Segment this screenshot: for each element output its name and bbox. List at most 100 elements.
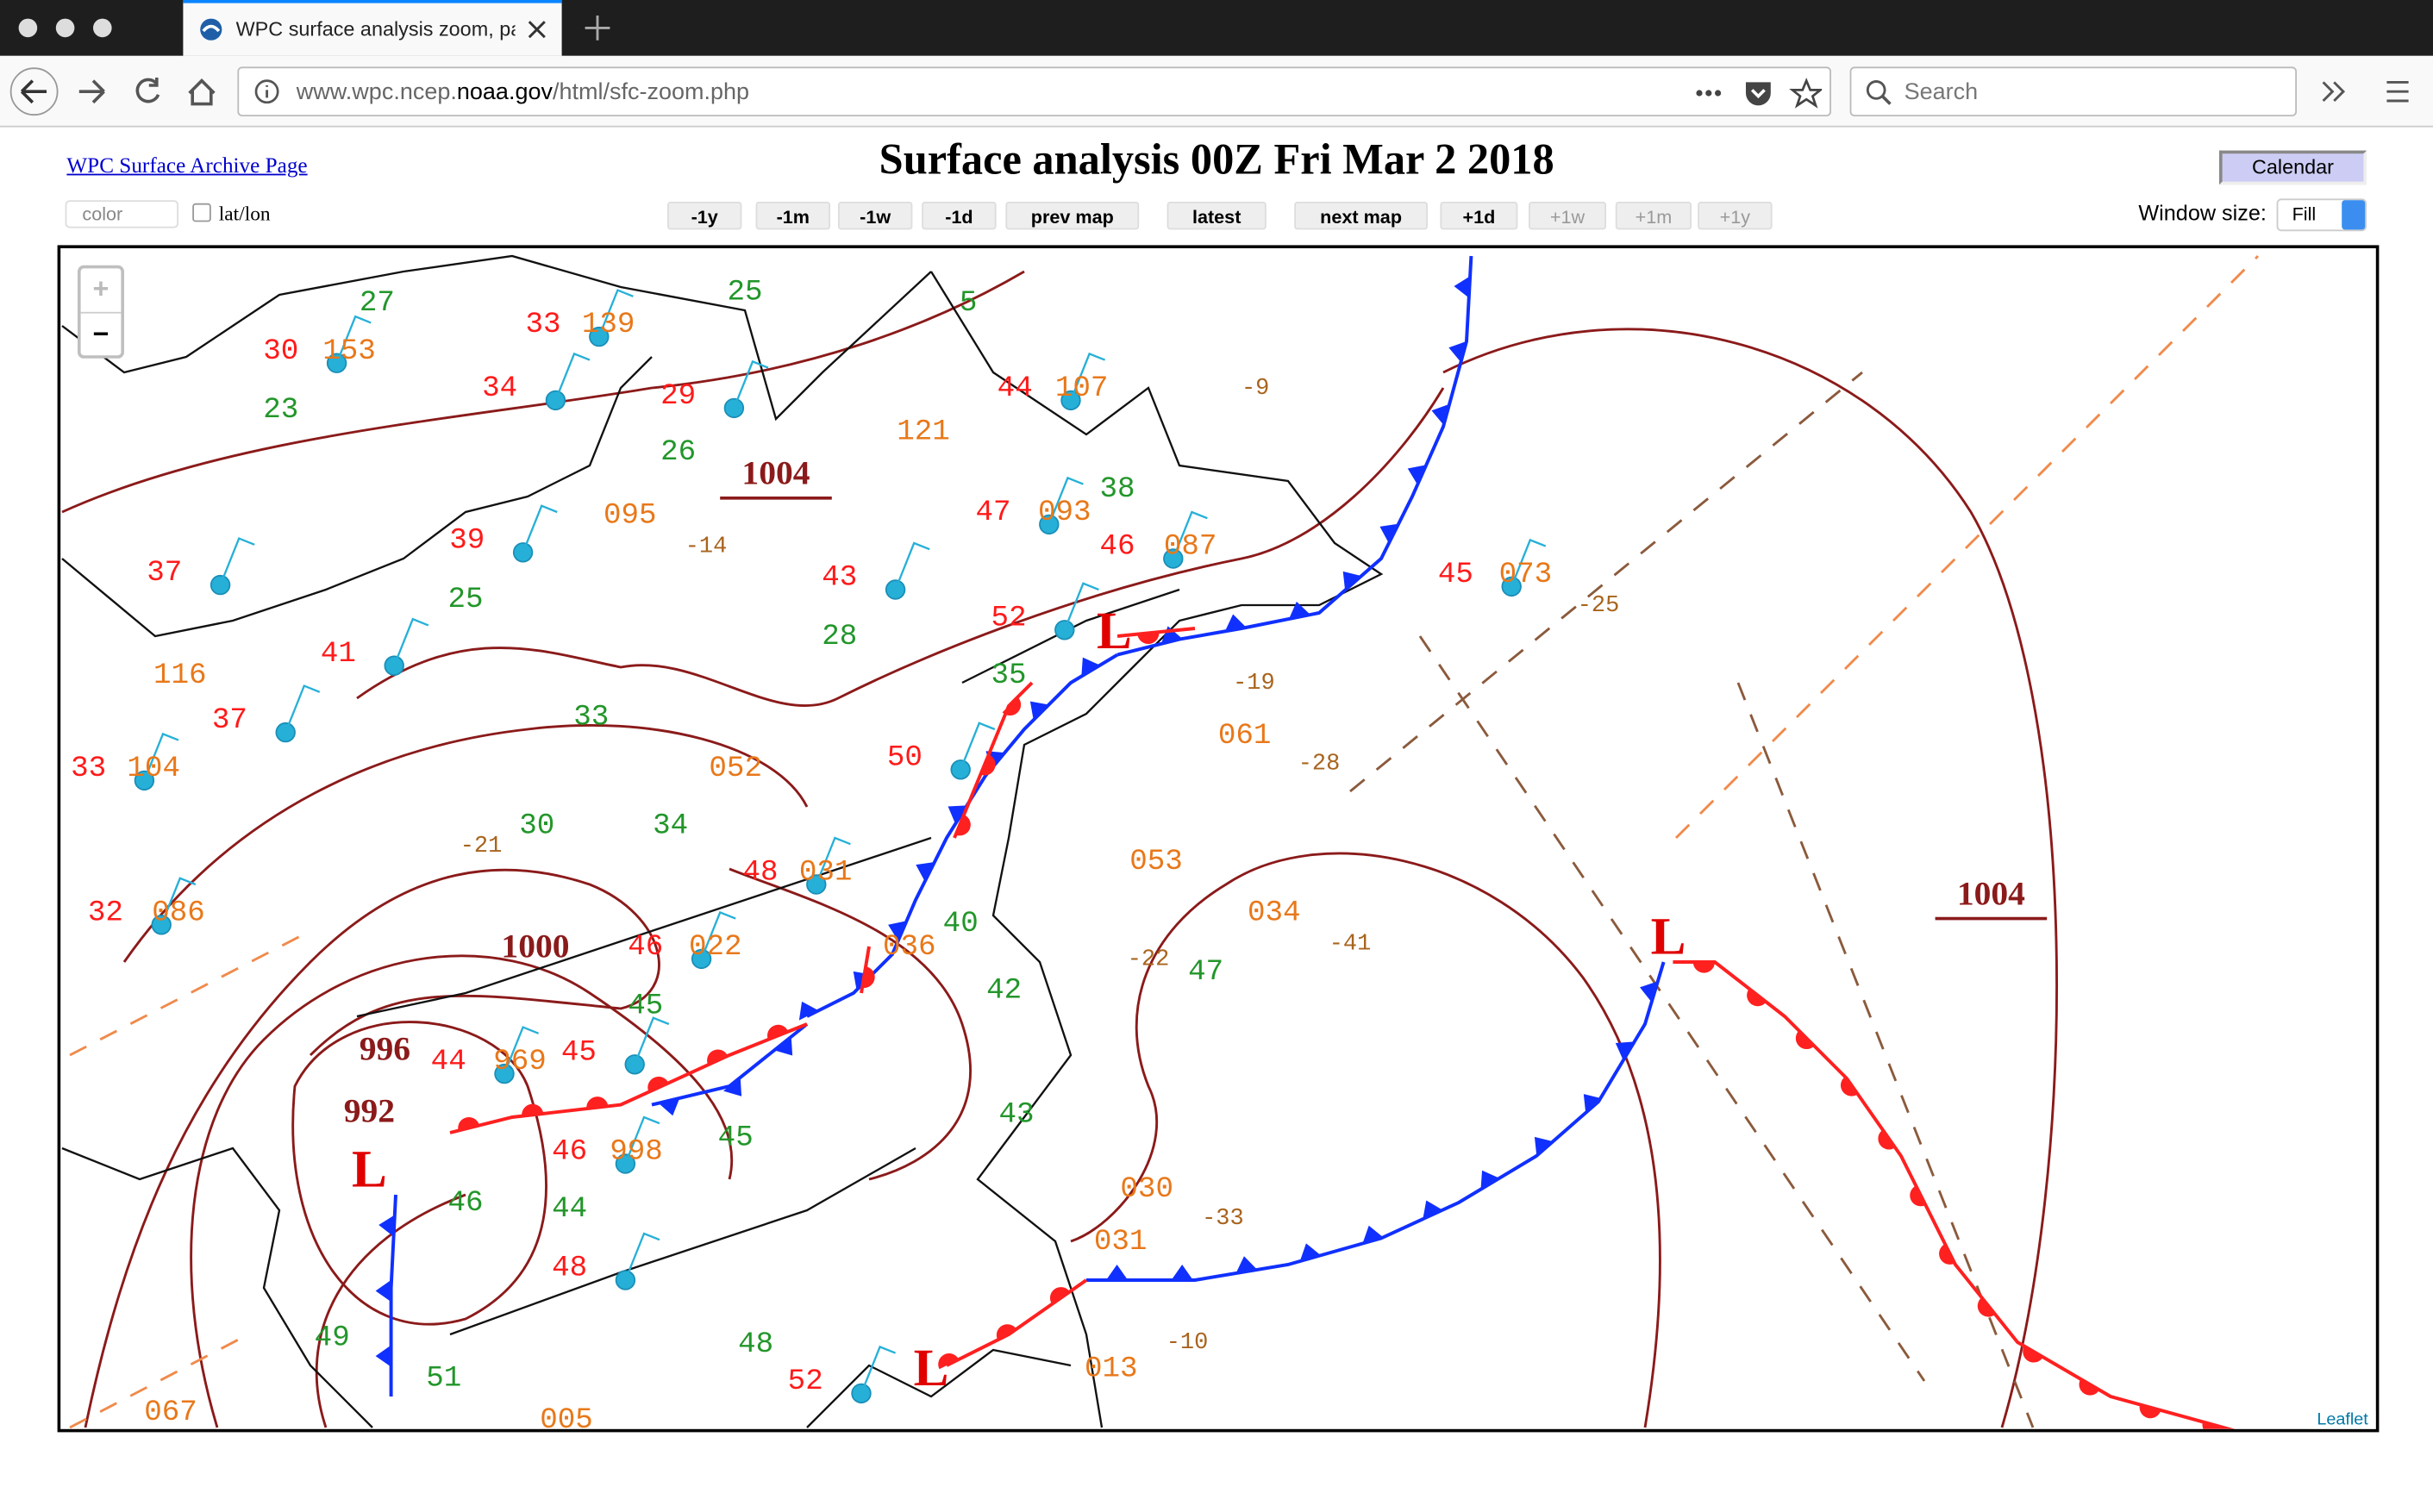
pressure: 969 xyxy=(493,1046,547,1078)
front-symbol xyxy=(1049,1287,1070,1304)
nav-button[interactable]: -1d xyxy=(922,202,997,230)
front-symbol xyxy=(1235,1256,1258,1274)
front-symbol xyxy=(1480,1170,1500,1190)
site-info[interactable] xyxy=(254,79,279,104)
close-window[interactable] xyxy=(18,18,38,38)
calendar-button[interactable]: Calendar xyxy=(2219,150,2367,185)
label-backdrop xyxy=(1938,877,2044,917)
wind-barb xyxy=(624,1232,660,1281)
nav-button[interactable]: -1m xyxy=(755,202,830,230)
back-button[interactable] xyxy=(9,67,59,116)
pressure: 061 xyxy=(1218,720,1272,753)
attribution[interactable]: Leaflet xyxy=(2309,1410,2376,1429)
home-button[interactable] xyxy=(188,78,216,106)
wind-barb xyxy=(554,352,591,401)
station-circle xyxy=(589,326,610,347)
url-bar[interactable]: www.wpc.ncep.noaa.gov/html/sfc-zoom.php xyxy=(237,66,1831,116)
pressure: 087 xyxy=(1164,531,1217,564)
pressure: 086 xyxy=(152,897,205,929)
wind-barb xyxy=(335,315,372,364)
dewpoint: 23 xyxy=(263,394,298,427)
pressure: 052 xyxy=(709,753,762,785)
front-symbol xyxy=(766,1024,789,1040)
front-symbol xyxy=(1977,1297,1996,1317)
nav-button[interactable]: next map xyxy=(1294,202,1428,230)
dewpoint: 42 xyxy=(986,974,1022,1007)
wind-barb xyxy=(733,359,769,409)
pressure: 034 xyxy=(1248,897,1301,929)
temperature: 33 xyxy=(525,309,560,341)
temperature: 37 xyxy=(147,557,182,590)
cold-front xyxy=(806,653,1119,1018)
wind-barb xyxy=(1069,352,1106,401)
maximize-window[interactable] xyxy=(93,18,112,38)
nav-button[interactable]: +1w xyxy=(1529,202,1606,230)
pressure-tendency: -10 xyxy=(1166,1330,1209,1356)
pressure: 067 xyxy=(144,1396,197,1429)
nav-button[interactable]: -1w xyxy=(838,202,913,230)
wind-barb xyxy=(285,684,321,734)
front-symbol xyxy=(586,1097,609,1109)
temperature: 47 xyxy=(975,497,1010,529)
zoom-out[interactable]: − xyxy=(92,318,109,349)
temperature: 34 xyxy=(482,372,517,405)
map[interactable]: 30 33 34 29 39 37 41 37 33 43 44 47 46 50 48 46 32 45 44 46… xyxy=(57,245,2380,1433)
pressure: 022 xyxy=(689,931,742,964)
front-symbol xyxy=(375,1279,391,1303)
hamburger-menu[interactable] xyxy=(2386,80,2409,103)
color-select[interactable]: color xyxy=(65,200,178,228)
nav-button[interactable]: -1y xyxy=(667,202,742,230)
front-symbol xyxy=(980,754,996,776)
nav-button[interactable]: +1m xyxy=(1615,202,1692,230)
pressure-tendency: -19 xyxy=(1233,671,1275,697)
zoom-in[interactable]: + xyxy=(80,268,122,314)
tab-title: WPC surface analysis zoom, pa xyxy=(235,16,516,41)
front-symbol xyxy=(1299,1243,1321,1262)
dewpoint: 43 xyxy=(998,1098,1034,1131)
wind-barb xyxy=(894,541,930,590)
dewpoint: 26 xyxy=(660,436,696,469)
nav-button[interactable]: +1d xyxy=(1440,202,1518,230)
station-circle xyxy=(384,655,404,676)
nav-button[interactable]: +1y xyxy=(1698,202,1773,230)
front-symbol xyxy=(2202,1421,2224,1429)
close-tab[interactable] xyxy=(528,20,547,39)
minimize-window[interactable] xyxy=(55,18,75,38)
wind-barb xyxy=(624,1115,660,1165)
front-symbol xyxy=(1407,465,1427,485)
front-symbol xyxy=(1583,1094,1603,1113)
pocket[interactable] xyxy=(1746,82,1771,106)
bookmark-star[interactable] xyxy=(1789,78,1823,109)
dewpoint: 47 xyxy=(1188,956,1223,989)
front-symbol xyxy=(458,1116,480,1131)
new-tab[interactable] xyxy=(584,14,611,41)
latlon-checkbox[interactable] xyxy=(192,203,211,222)
forward-button[interactable] xyxy=(78,79,105,104)
pressure: 005 xyxy=(540,1404,593,1429)
wind-barb xyxy=(219,537,255,586)
pressure: 031 xyxy=(1094,1226,1148,1259)
nav-button[interactable]: latest xyxy=(1166,202,1267,230)
page-actions[interactable] xyxy=(1696,90,1722,97)
pressure-tendency: -41 xyxy=(1329,932,1372,958)
search-bar[interactable]: Search xyxy=(1849,66,2297,116)
pressure: 095 xyxy=(604,500,657,533)
front-symbol xyxy=(996,1324,1017,1340)
reload-button[interactable] xyxy=(135,77,160,103)
temperature: 29 xyxy=(660,380,696,413)
pressure: 107 xyxy=(1055,372,1109,405)
archive-link[interactable]: WPC Surface Archive Page xyxy=(66,155,308,178)
nav-button[interactable]: prev map xyxy=(1005,202,1140,230)
wind-barb xyxy=(815,836,851,885)
wind-barb xyxy=(634,1016,670,1065)
active-tab[interactable]: WPC surface analysis zoom, pa xyxy=(183,0,562,56)
overflow-menu[interactable] xyxy=(2322,81,2346,103)
wind-barb xyxy=(700,910,736,959)
pressure: 104 xyxy=(127,753,180,785)
front-symbol xyxy=(1692,962,1715,973)
front-symbol xyxy=(658,1097,680,1116)
window-size-select[interactable]: Fill xyxy=(2276,198,2367,232)
temperature: 37 xyxy=(212,704,247,737)
front-symbol xyxy=(948,805,967,824)
